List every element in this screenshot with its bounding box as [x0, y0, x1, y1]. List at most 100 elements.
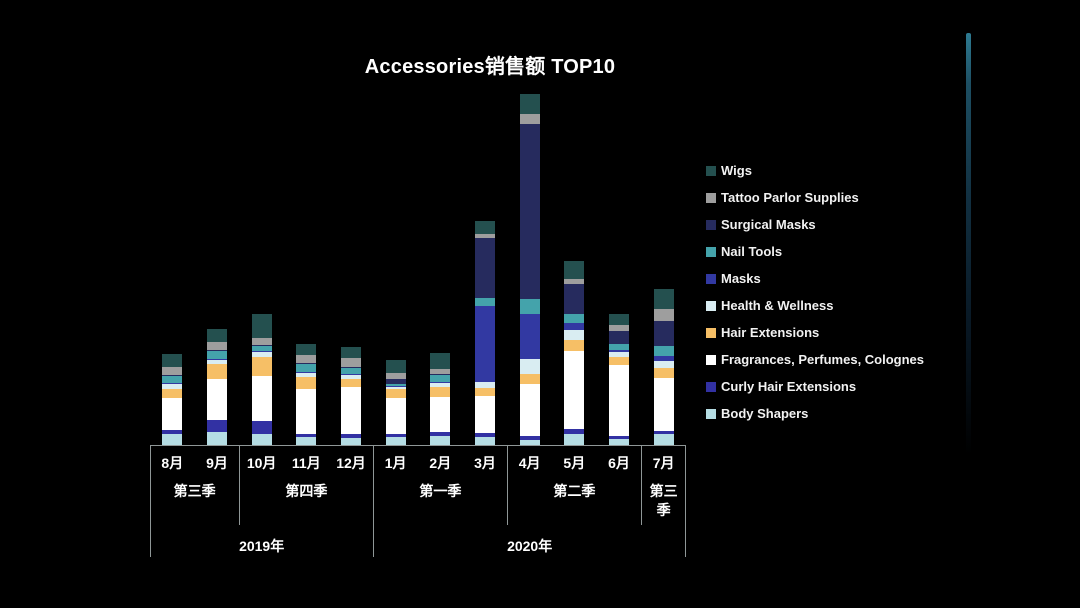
x-axis-month-label: 4月	[518, 455, 541, 471]
legend-label: Body Shapers	[721, 406, 809, 421]
bar-segment-wigs	[609, 314, 629, 325]
bar-segment-curly-hair-extensions	[296, 434, 317, 437]
legend-label: Surgical Masks	[721, 217, 816, 232]
legend-label: Health & Wellness	[721, 298, 834, 313]
legend-color-swatch-icon	[706, 246, 716, 257]
bar-segment-masks	[207, 359, 227, 360]
x-axis-separator-line	[150, 445, 151, 557]
bar-segment-body-shapers	[207, 432, 227, 445]
bar-7	[653, 289, 674, 445]
bar-segment-curly-hair-extensions	[653, 431, 674, 434]
bar-segment-health-wellness	[341, 375, 361, 379]
bar-segment-hair-extensions	[162, 389, 183, 398]
bar-segment-masks	[296, 372, 317, 373]
bar-segment-surgical-masks	[296, 363, 317, 364]
bar-segment-hair-extensions	[475, 388, 495, 396]
bar-segment-wigs	[430, 353, 451, 369]
bar-segment-fragrances-perfumes-colognes	[564, 351, 585, 429]
legend-item-body-shapers: Body Shapers	[706, 400, 924, 427]
x-axis-line	[150, 445, 686, 446]
bar-segment-wigs	[385, 360, 406, 373]
legend-item-fragrances-perfumes-colognes: Fragrances, Perfumes, Colognes	[706, 346, 924, 373]
bar-segment-curly-hair-extensions	[162, 430, 183, 434]
x-axis-month-label: 1月	[384, 455, 407, 471]
legend-color-swatch-icon	[706, 300, 716, 311]
bar-segment-health-wellness	[251, 352, 272, 357]
bar-segment-tattoo-parlor-supplies	[162, 367, 183, 375]
bar-segment-hair-extensions	[653, 368, 674, 378]
bar-segment-masks	[609, 350, 629, 352]
bar-segment-tattoo-parlor-supplies	[296, 355, 317, 363]
legend-label: Tattoo Parlor Supplies	[721, 190, 859, 205]
bar-segment-masks	[162, 383, 183, 384]
bar-segment-wigs	[653, 289, 674, 309]
bar-segment-body-shapers	[653, 434, 674, 445]
bar-segment-curly-hair-extensions	[207, 420, 227, 432]
legend-color-swatch-icon	[706, 219, 716, 230]
bar-segment-health-wellness	[296, 373, 317, 377]
x-axis-quarter-label: 第二季	[553, 483, 596, 499]
bar-segment-body-shapers	[251, 434, 272, 445]
bar-segment-nail-tools	[251, 346, 272, 351]
x-axis-month-label: 3月	[474, 455, 496, 471]
legend-item-wigs: Wigs	[706, 157, 924, 184]
bar-3	[475, 221, 495, 445]
bar-segment-health-wellness	[475, 382, 495, 388]
bar-segment-surgical-masks	[653, 321, 674, 346]
bar-segment-health-wellness	[430, 383, 451, 387]
bar-segment-masks	[653, 356, 674, 361]
bar-segment-wigs	[475, 221, 495, 234]
bar-segment-tattoo-parlor-supplies	[475, 234, 495, 238]
bar-segment-hair-extensions	[207, 364, 227, 379]
bar-segment-nail-tools	[475, 298, 495, 306]
bar-segment-health-wellness	[564, 330, 585, 340]
bar-segment-nail-tools	[430, 375, 451, 382]
x-axis-month-label: 7月	[652, 455, 675, 471]
bar-segment-hair-extensions	[251, 357, 272, 376]
bar-10	[251, 314, 272, 445]
legend-item-hair-extensions: Hair Extensions	[706, 319, 924, 346]
bar-12	[341, 347, 361, 445]
x-axis-month-label: 9月	[206, 455, 228, 471]
bar-segment-masks	[564, 323, 585, 330]
bar-segment-curly-hair-extensions	[341, 434, 361, 438]
bar-segment-surgical-masks	[519, 124, 540, 299]
bar-segment-fragrances-perfumes-colognes	[341, 387, 361, 434]
legend-item-masks: Masks	[706, 265, 924, 292]
x-axis-month-label: 11月	[291, 455, 321, 471]
bar-segment-fragrances-perfumes-colognes	[296, 389, 317, 434]
legend-color-swatch-icon	[706, 354, 716, 365]
bar-segment-body-shapers	[430, 436, 451, 445]
bar-segment-body-shapers	[564, 434, 585, 445]
bar-segment-nail-tools	[296, 364, 317, 372]
bar-segment-tattoo-parlor-supplies	[519, 114, 540, 124]
bar-segment-tattoo-parlor-supplies	[653, 309, 674, 321]
bar-segment-fragrances-perfumes-colognes	[609, 365, 629, 436]
bar-segment-surgical-masks	[162, 375, 183, 376]
x-axis-quarter-label: 第一季	[419, 483, 462, 499]
chart-legend: Wigs Tattoo Parlor Supplies Surgical Masks…	[706, 157, 924, 427]
bar-segment-curly-hair-extensions	[609, 436, 629, 439]
bar-segment-body-shapers	[475, 437, 495, 445]
x-axis-quarter-label: 第三季	[649, 483, 678, 518]
x-axis-month-label: 12月	[336, 455, 366, 471]
bar-segment-body-shapers	[385, 437, 406, 445]
x-axis-month-label: 2月	[429, 455, 452, 471]
x-axis-month-label: 10月	[246, 455, 277, 471]
bar-segment-body-shapers	[296, 437, 317, 445]
bar-segment-health-wellness	[609, 352, 629, 357]
bar-segment-wigs	[207, 329, 227, 342]
legend-item-nail-tools: Nail Tools	[706, 238, 924, 265]
x-axis-month-label: 8月	[161, 455, 184, 471]
legend-item-tattoo-parlor-supplies: Tattoo Parlor Supplies	[706, 184, 924, 211]
bar-segment-tattoo-parlor-supplies	[564, 279, 585, 284]
scrollbar-thumb[interactable]	[966, 33, 971, 455]
bar-segment-fragrances-perfumes-colognes	[251, 376, 272, 421]
bar-segment-hair-extensions	[430, 387, 451, 397]
bar-segment-tattoo-parlor-supplies	[251, 338, 272, 345]
bar-segment-masks	[251, 351, 272, 352]
bar-2	[430, 353, 451, 445]
bar-segment-tattoo-parlor-supplies	[207, 342, 227, 350]
bar-segment-health-wellness	[653, 361, 674, 368]
bar-segment-hair-extensions	[564, 340, 585, 351]
